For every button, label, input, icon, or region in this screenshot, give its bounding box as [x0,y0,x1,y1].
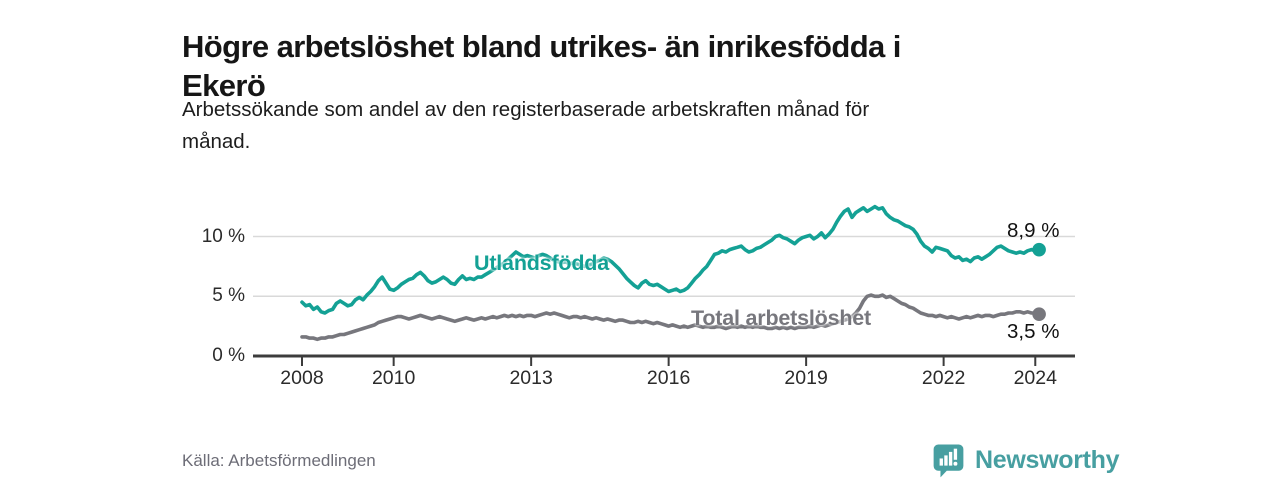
source-note: Källa: Arbetsförmedlingen [182,451,376,470]
end-value-label-utlandsfodda: 8,9 % [1007,219,1060,242]
subtitle-line-1: Arbetssökande som andel av den registerb… [182,98,870,121]
x-axis-label-2024: 2024 [1013,367,1057,389]
series-line-1 [300,293,1041,342]
endpoint-dot-0 [1032,242,1046,257]
title-line-2: Ekerö [182,67,266,103]
series-label-total-arbetsloshet: Total arbetslöshet [691,306,871,330]
y-axis-label-10: 10 % [201,225,245,247]
x-axis-label-2016: 2016 [646,367,691,389]
subtitle-line-2: månad. [182,130,251,153]
x-axis-label-2010: 2010 [371,367,416,389]
x-axis-label-2019: 2019 [784,367,828,389]
series-label-utlandsfodda: Utlandsfödda [474,251,609,275]
y-axis-label-5: 5 % [212,285,245,307]
bar-chart-speech-bubble-icon [933,443,964,477]
end-value-label-total: 3,5 % [1007,320,1060,343]
x-axis-label-2008: 2008 [280,367,324,389]
x-axis-label-2022: 2022 [921,367,966,389]
page-title: Högre arbetslöshet bland utrikes- än inr… [182,27,1162,105]
title-line-1: Högre arbetslöshet bland utrikes- än inr… [182,28,901,64]
series-line-0 [300,204,1041,315]
x-axis-label-2013: 2013 [509,367,553,389]
newsworthy-wordmark: Newsworthy [975,445,1120,474]
endpoint-dot-1 [1032,307,1046,321]
newsworthy-logo[interactable]: Newsworthy [931,441,1120,479]
chart-subtitle: Arbetssökande som andel av den registerb… [182,94,1082,158]
y-axis-label-0: 0 % [212,345,245,366]
